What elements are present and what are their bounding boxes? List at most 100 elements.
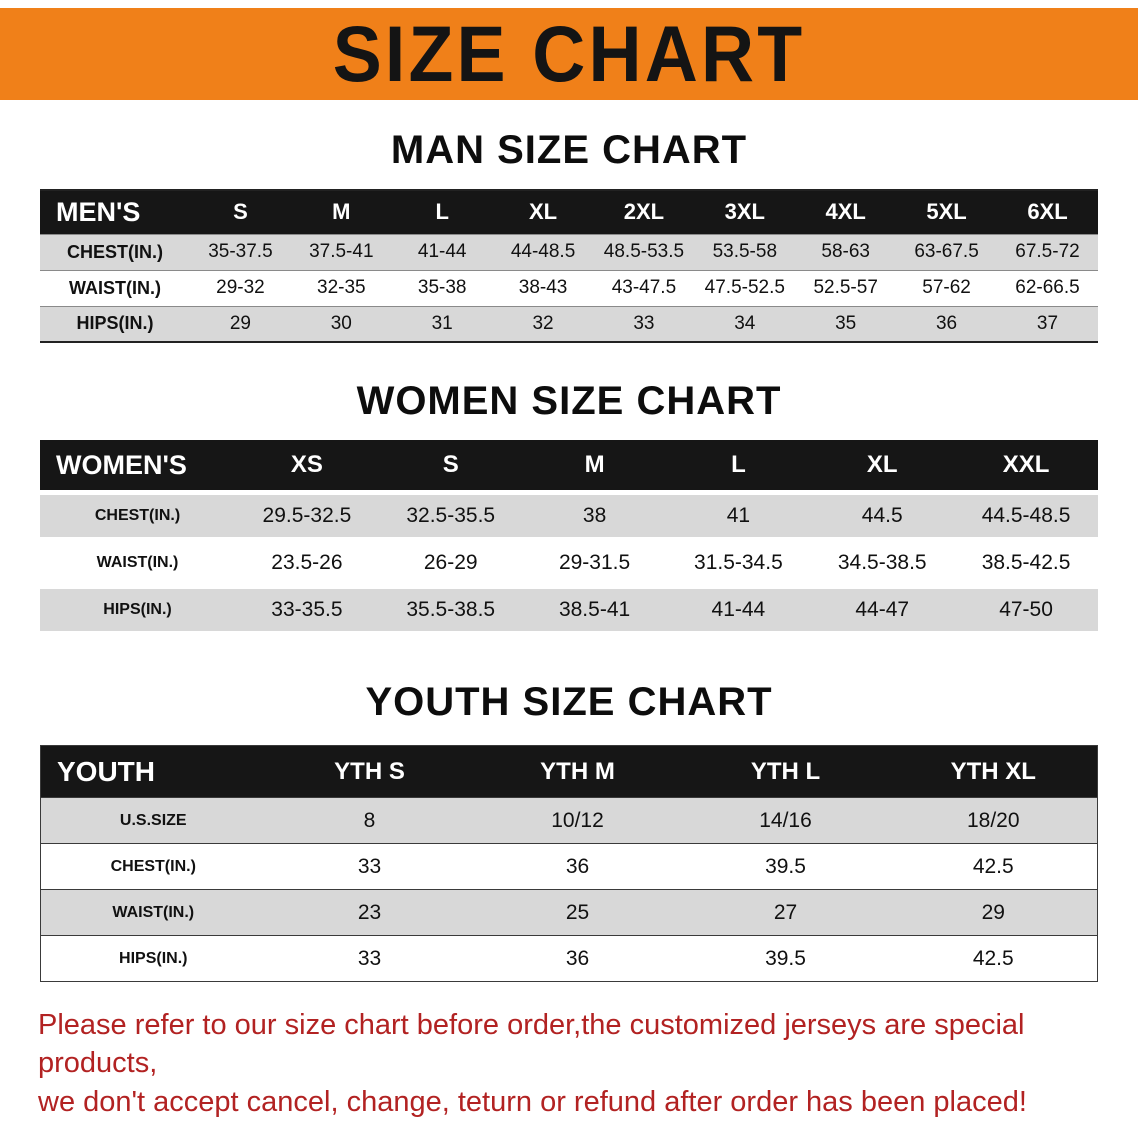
men-chart-heading: MAN SIZE CHART (390, 128, 748, 172)
men_chart-data-row: CHEST(IN.) 35-37.5 37.5-41 41-44 44-48.5 48.5… (40, 234, 1098, 270)
women_chart-row-label: HIPS(IN.) (103, 601, 172, 618)
men_chart-value-cell: 44-48.5 (510, 241, 576, 262)
youth_chart-data-row: U.S.SIZE 8 10/12 14/16 18/20 (40, 797, 1098, 844)
youth_chart-value-cell: 8 (363, 808, 376, 832)
men_chart-data-row: HIPS(IN.) 29 30 31 32 33 34 35 36 37 (40, 306, 1098, 342)
men_chart-value-cell: 29 (229, 312, 251, 334)
women_chart-value-cell: 31.5-34.5 (694, 551, 783, 574)
youth_chart-value-cell: 33 (357, 854, 382, 878)
men_chart-size-header: 4XL (825, 199, 866, 225)
disclaimer-text: Please refer to our size chart before or… (38, 1006, 1100, 1121)
youth_chart-size-header: YTH S (334, 757, 405, 785)
youth_chart-row-label: WAIST(IN.) (112, 903, 195, 921)
men_chart-value-cell: 47.5-52.5 (704, 277, 785, 298)
size-chart-title: SIZE CHART (332, 10, 806, 98)
women_chart-value-cell: 26-29 (423, 551, 478, 574)
women-chart-heading: WOMEN SIZE CHART (356, 379, 782, 423)
women_chart-value-cell: 33-35.5 (271, 598, 343, 621)
men_chart-size-header: 6XL (1027, 199, 1068, 225)
men_chart-value-cell: 52.5-57 (813, 277, 878, 298)
men_chart-value-cell: 58-63 (821, 241, 870, 262)
men_chart-value-cell: 37 (1036, 312, 1059, 334)
youth-size-table: YOUTH YTH S YTH M YTH L YTH XL U.S.SIZE 8 10/12… (40, 745, 1098, 982)
youth_chart-value-cell: 33 (357, 946, 382, 970)
men_chart-value-cell: 48.5-53.5 (603, 241, 685, 262)
disclaimer-line-2: we don't accept cancel, change, teturn o… (38, 1085, 1027, 1118)
women_chart-row-label: CHEST(IN.) (94, 507, 181, 524)
women_chart-value-cell: 47-50 (999, 598, 1053, 621)
women_chart-value-cell: 29-31.5 (558, 551, 631, 574)
men_chart-value-cell: 62-66.5 (1015, 277, 1080, 298)
women_chart-value-cell: 41 (726, 504, 751, 527)
size-chart-banner: SIZE CHART (0, 8, 1138, 100)
men_chart-value-cell: 41-44 (417, 241, 467, 262)
men_chart-value-cell: 35-37.5 (208, 241, 273, 262)
youth_chart-header-row: YOUTH YTH S YTH M YTH L YTH XL (40, 745, 1098, 798)
youth_chart-data-row: CHEST(IN.) 33 36 39.5 42.5 (40, 843, 1098, 890)
men_chart-value-cell: 32 (532, 312, 554, 334)
women_chart-corner-label: WOMEN'S (56, 449, 187, 480)
men_chart-value-cell: 34 (734, 312, 756, 334)
men_chart-data-row: WAIST(IN.) 29-32 32-35 35-38 38-43 43-47.5 47.… (40, 270, 1098, 306)
youth_chart-size-header: YTH M (540, 757, 615, 785)
youth-chart-heading: YOUTH SIZE CHART (365, 680, 773, 724)
youth_chart-row-label: CHEST(IN.) (110, 857, 196, 875)
men_chart-row-label: CHEST(IN.) (67, 241, 163, 262)
men_chart-corner-label: MEN'S (56, 196, 141, 227)
men_chart-row-label: WAIST(IN.) (69, 277, 161, 298)
women_chart-value-cell: 44.5 (861, 504, 903, 527)
men-size-table: MEN'S S M L XL 2XL 3XL 4XL 5XL 6XL CHEST(IN.) 35-37… (40, 189, 1098, 343)
youth_chart-row-label: U.S.SIZE (119, 811, 187, 829)
youth_chart-value-cell: 36 (565, 854, 590, 878)
men_chart-header-row: MEN'S S M L XL 2XL 3XL 4XL 5XL 6XL (40, 190, 1098, 234)
women_chart-value-cell: 35.5-38.5 (406, 598, 496, 621)
men_chart-value-cell: 30 (330, 312, 352, 334)
men_chart-size-header: L (435, 199, 449, 225)
men_chart-size-header: M (332, 199, 351, 225)
men_chart-value-cell: 35 (835, 312, 857, 334)
youth_chart-corner-label: YOUTH (57, 755, 155, 787)
men_chart-value-cell: 43-47.5 (611, 277, 677, 298)
youth_chart-value-cell: 29 (981, 900, 1005, 924)
youth_chart-value-cell: 42.5 (972, 854, 1014, 878)
youth_chart-value-cell: 42.5 (972, 946, 1014, 970)
men_chart-value-cell: 38-43 (518, 277, 568, 298)
men_chart-size-header: 2XL (623, 199, 665, 225)
men_chart-size-header: S (233, 199, 248, 225)
youth_chart-size-header: YTH L (750, 757, 821, 785)
women_chart-value-cell: 44-47 (855, 598, 910, 621)
women_chart-size-header: L (731, 451, 746, 478)
women-size-table: WOMEN'S XS S M L XL XXL CHEST(IN.) 29.5-32.5 32.5… (40, 435, 1098, 636)
youth_chart-data-row: HIPS(IN.) 33 36 39.5 42.5 (40, 935, 1098, 982)
men_chart-size-header: XL (529, 199, 558, 225)
women_chart-size-header: M (584, 451, 605, 478)
disclaimer-line-1: Please refer to our size chart before or… (38, 1009, 1025, 1080)
women_chart-value-cell: 32.5-35.5 (406, 504, 496, 527)
men_chart-value-cell: 36 (935, 312, 958, 334)
women_chart-size-header: XL (866, 451, 898, 478)
women_chart-value-cell: 38.5-42.5 (981, 551, 1071, 574)
men_chart-size-header: 3XL (724, 199, 765, 225)
men_chart-value-cell: 32-35 (317, 277, 366, 298)
youth_chart-value-cell: 18/20 (966, 808, 1020, 832)
women_chart-value-cell: 29.5-32.5 (262, 504, 352, 527)
youth_chart-size-header: YTH XL (950, 757, 1036, 785)
youth_chart-value-cell: 39.5 (765, 946, 806, 970)
women_chart-value-cell: 38.5-41 (558, 598, 631, 621)
men_chart-row-label: HIPS(IN.) (76, 313, 154, 334)
women_chart-row-label: WAIST(IN.) (96, 554, 179, 571)
men_chart-value-cell: 53.5-58 (712, 241, 778, 262)
women_chart-size-header: S (442, 451, 459, 478)
men_chart-value-cell: 67.5-72 (1015, 241, 1080, 262)
youth_chart-value-cell: 10/12 (551, 808, 604, 832)
youth_chart-row-label: HIPS(IN.) (119, 949, 188, 967)
women_chart-value-cell: 41-44 (711, 598, 766, 621)
women_chart-data-row: HIPS(IN.) 33-35.5 35.5-38.5 38.5-41 41-44 44-… (40, 589, 1098, 631)
women_chart-value-cell: 34.5-38.5 (837, 551, 927, 574)
men_chart-size-header: 5XL (926, 199, 967, 225)
women_chart-data-row: CHEST(IN.) 29.5-32.5 32.5-35.5 38 41 44.5 44.5… (40, 495, 1098, 537)
youth_chart-value-cell: 27 (773, 900, 798, 924)
men_chart-value-cell: 63-67.5 (914, 241, 979, 262)
women_chart-header-row: WOMEN'S XS S M L XL XXL (40, 440, 1098, 490)
youth_chart-data-row: WAIST(IN.) 23 25 27 29 (40, 889, 1098, 936)
